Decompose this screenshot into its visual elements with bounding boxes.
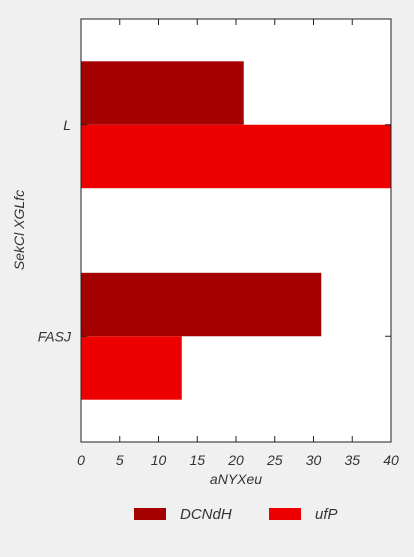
x-tick-label: 25 [266,452,283,468]
legend-label-DCNdH: DCNdH [180,506,232,523]
bar-L-ufP [81,124,391,189]
x-tick-label: 35 [344,452,360,468]
bar-FASJ-ufP [81,336,182,400]
legend-swatch-DCNdH [134,508,166,520]
x-axis-label: aNYXeu [210,471,262,487]
x-tick-label: 20 [227,452,244,468]
legend: DCNdH ufP [134,506,338,523]
plot-frame [80,18,392,443]
y-tick-label: FASJ [38,328,72,344]
x-tick-label: 0 [77,452,85,468]
legend-swatch-ufP [269,508,301,520]
y-axis-label: SekCl XGLfc [11,190,27,270]
y-tick-label: L [63,117,71,133]
x-tick-label: 15 [189,452,205,468]
legend-label-ufP: ufP [315,506,338,523]
x-tick-label: 30 [306,452,322,468]
x-tick-label: 40 [383,452,399,468]
bar-FASJ-DCNdH [81,272,322,337]
x-tick-label: 5 [116,452,124,468]
bar-L-DCNdH [81,61,244,125]
x-tick-label: 10 [151,452,167,468]
